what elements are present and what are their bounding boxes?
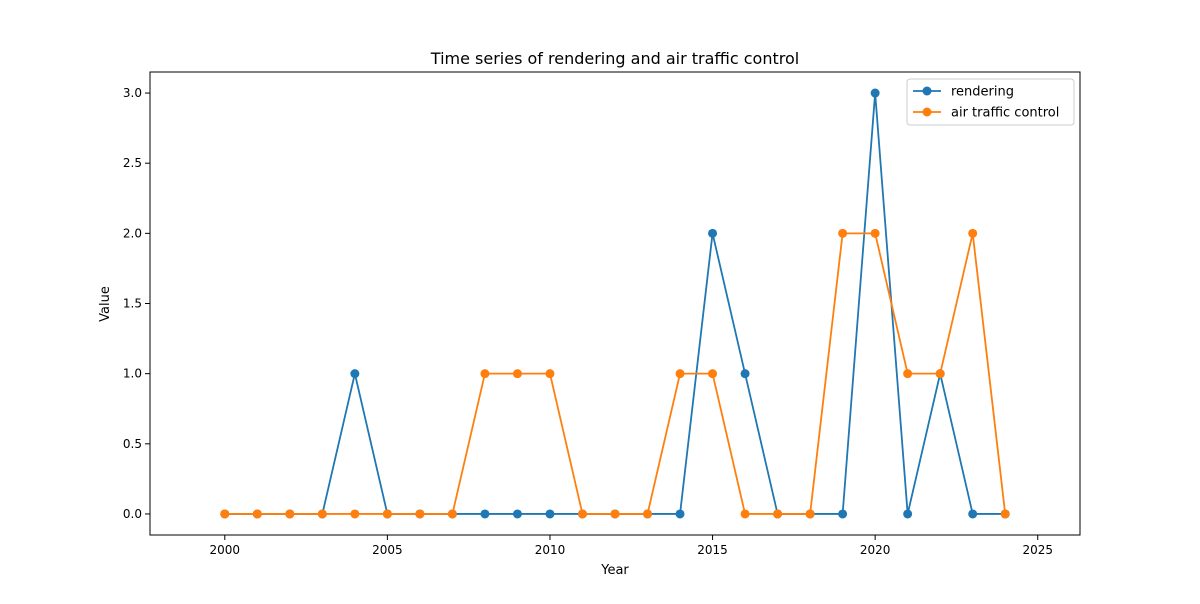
data-point-rendering [838,509,848,519]
legend-label-air-traffic-control: air traffic control [951,106,1059,121]
data-point-air-traffic-control [252,509,262,519]
data-point-air-traffic-control [935,369,945,379]
legend-marker-rendering [922,86,932,96]
data-point-rendering [512,509,522,519]
legend-box [906,78,1075,126]
data-point-air-traffic-control [577,509,587,519]
y-tick-label: 2.0 [123,226,142,240]
data-point-air-traffic-control [350,509,360,519]
x-tick-label: 2000 [210,543,241,557]
data-point-rendering [903,509,913,519]
legend-label-rendering: rendering [951,85,1014,100]
legend-marker-air-traffic-control [922,107,932,117]
data-point-air-traffic-control [773,509,783,519]
data-point-rendering [740,369,750,379]
series-line-rendering [224,92,1006,515]
x-tick-label: 2015 [697,543,728,557]
data-point-air-traffic-control [903,369,913,379]
data-point-rendering [350,369,360,379]
y-tick-label: 2.5 [123,156,142,170]
data-point-rendering [968,509,978,519]
data-point-air-traffic-control [415,509,425,519]
data-point-air-traffic-control [740,509,750,519]
data-point-rendering [870,88,880,98]
x-tick-label: 2010 [535,543,566,557]
data-point-air-traffic-control [610,509,620,519]
data-point-air-traffic-control [870,228,880,238]
data-point-air-traffic-control [805,509,815,519]
data-point-air-traffic-control [285,509,295,519]
data-point-air-traffic-control [643,509,653,519]
y-axis-label: Value [98,286,113,322]
x-tick-label: 2005 [372,543,403,557]
data-point-air-traffic-control [382,509,392,519]
data-point-rendering [708,228,718,238]
data-point-rendering [480,509,490,519]
series-line-air-traffic-control [224,232,1007,515]
y-tick-label: 1.5 [123,297,142,311]
data-point-air-traffic-control [1000,509,1010,519]
data-point-air-traffic-control [675,369,685,379]
data-point-air-traffic-control [317,509,327,519]
data-point-air-traffic-control [545,369,555,379]
y-tick-label: 1.0 [123,367,142,381]
data-point-air-traffic-control [220,509,230,519]
y-tick-label: 0.0 [123,507,142,521]
data-point-air-traffic-control [447,509,457,519]
data-point-air-traffic-control [838,228,848,238]
plot-area: 2000 2005 2010 2015 2020 2025 0.0 0.5 1.0 1.5 2.0 2… [123,71,1081,557]
x-tick-label: 2025 [1022,543,1053,557]
data-point-air-traffic-control [968,228,978,238]
chart-title: Time series of rendering and air traffic… [430,49,799,68]
y-tick-label: 0.5 [123,437,142,451]
y-tick-label: 3.0 [123,86,142,100]
x-axis-label: Year [600,563,629,578]
data-point-air-traffic-control [480,369,490,379]
data-point-rendering [545,509,555,519]
data-point-air-traffic-control [512,369,522,379]
x-tick-label: 2020 [860,543,891,557]
data-point-rendering [675,509,685,519]
legend: rendering air traffic control [906,78,1075,126]
plot-frame [149,71,1081,536]
data-point-air-traffic-control [708,369,718,379]
